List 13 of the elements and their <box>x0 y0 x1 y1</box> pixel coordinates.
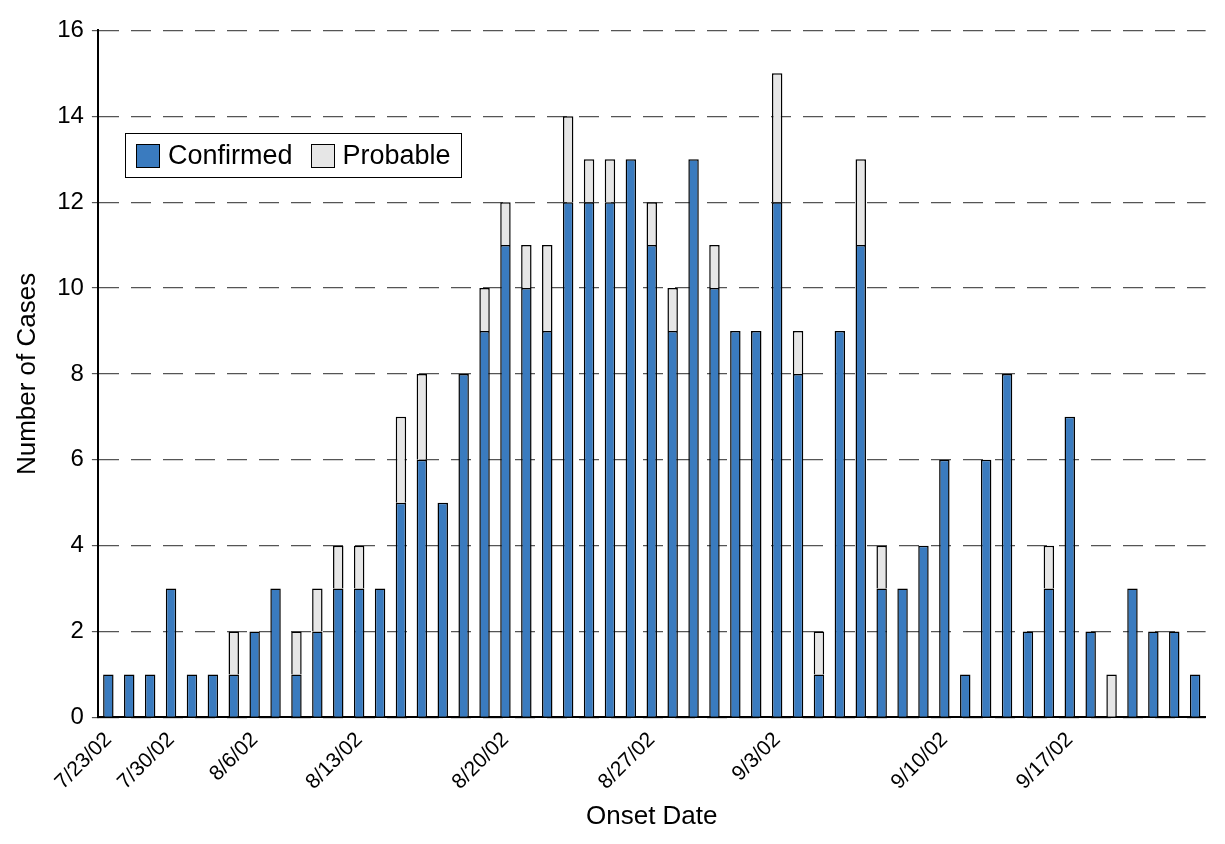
y-tick-label: 0 <box>70 702 84 730</box>
y-tick-label: 8 <box>70 358 84 386</box>
y-tick-label: 4 <box>70 530 84 558</box>
legend-label: Probable <box>342 140 451 171</box>
y-axis-title: Number of Cases <box>10 272 41 476</box>
y-tick-label: 2 <box>70 616 84 644</box>
y-tick-label: 10 <box>57 272 84 300</box>
y-tick-label: 6 <box>70 444 84 472</box>
y-tick-label: 14 <box>57 100 84 128</box>
legend-label: Confirmed <box>168 140 293 171</box>
y-tick-label: 12 <box>57 186 84 214</box>
y-tick-label: 16 <box>57 15 84 43</box>
x-axis-title: Onset Date <box>586 799 718 830</box>
